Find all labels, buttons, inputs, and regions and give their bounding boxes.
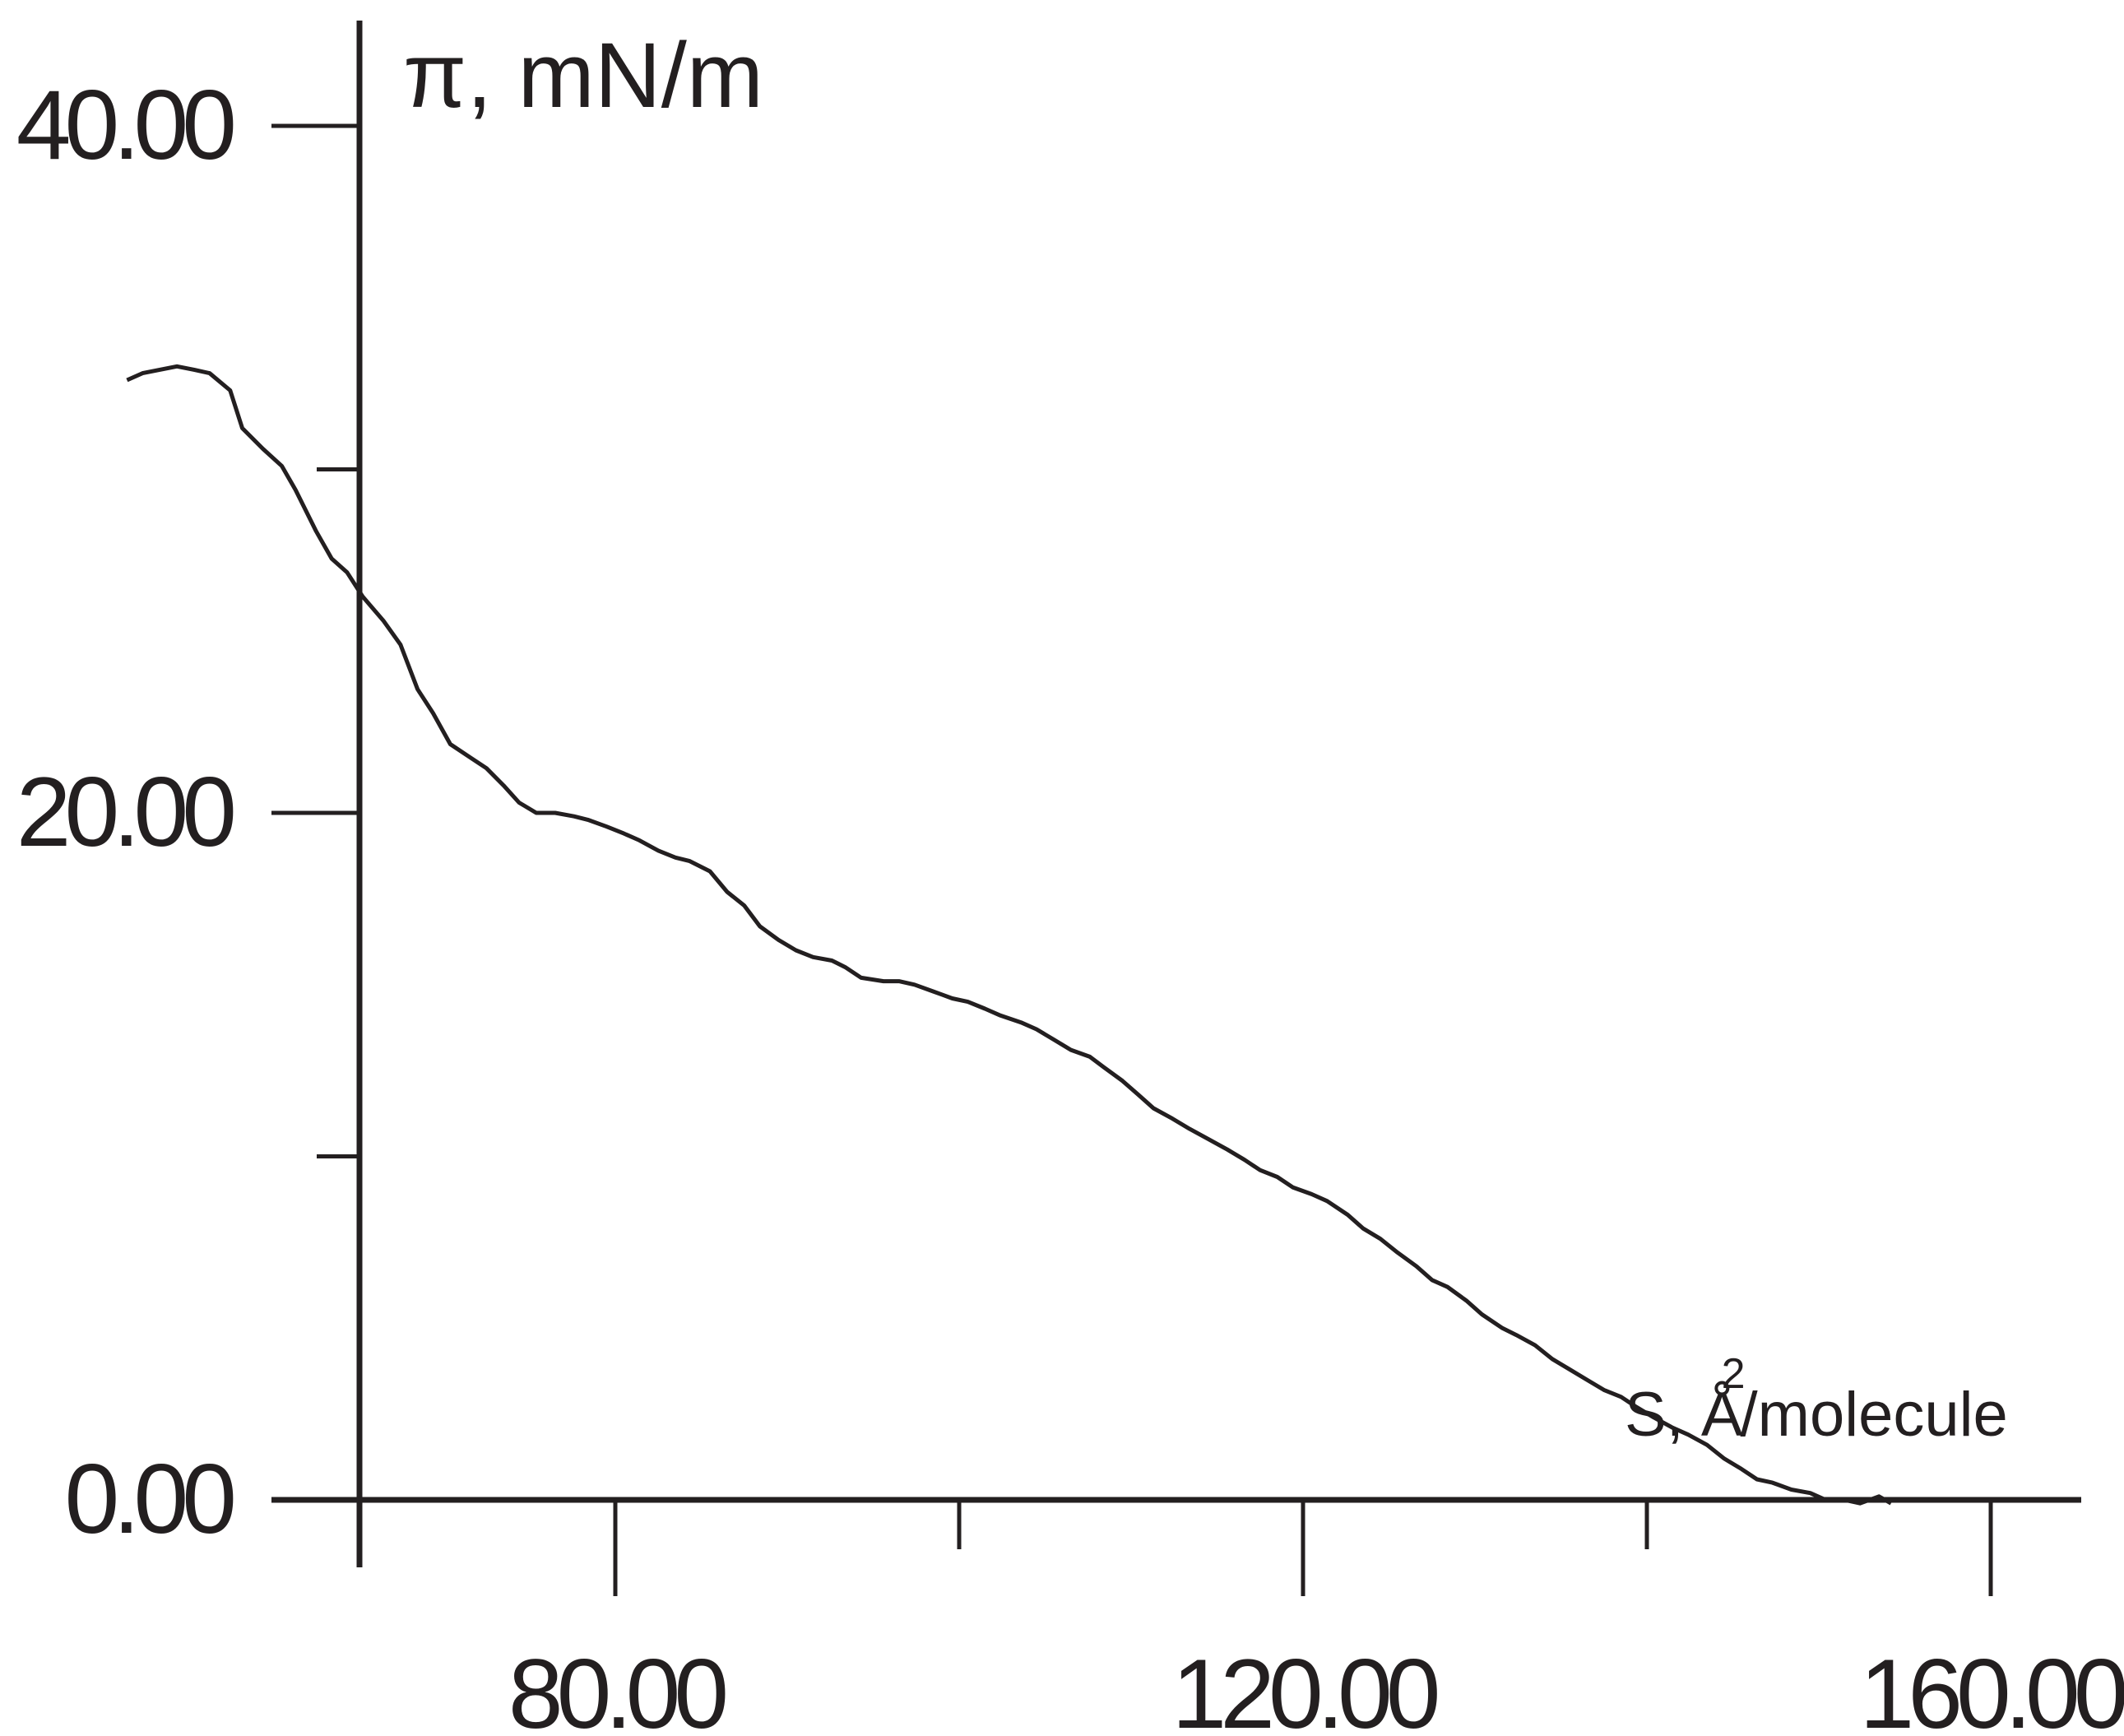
x-axis-title: S, Å2/molecule: [1625, 1350, 2008, 1450]
y-tick-label: 0.00: [64, 1444, 234, 1554]
y-tick-label: 40.00: [16, 70, 234, 180]
x-tick-label: 80.00: [508, 1639, 726, 1736]
x-tick-label: 160.00: [1859, 1639, 2124, 1736]
x-axis-title-suffix: /molecule: [1741, 1380, 2008, 1450]
y-tick-label: 20.00: [16, 757, 234, 867]
surface-pressure-curve: [126, 364, 1893, 1506]
ticks: [271, 123, 1993, 1596]
x-axis-title-prefix: S, Å: [1625, 1380, 1743, 1450]
axes: [271, 21, 2081, 1567]
tick-labels: 0.00 20.00 40.00 80.00 120.00 160.00: [16, 70, 2124, 1736]
x-tick-label: 120.00: [1171, 1639, 1437, 1736]
x-axis-title-superscript: 2: [1722, 1350, 1746, 1398]
y-axis-title: π, mN/m: [403, 24, 763, 127]
